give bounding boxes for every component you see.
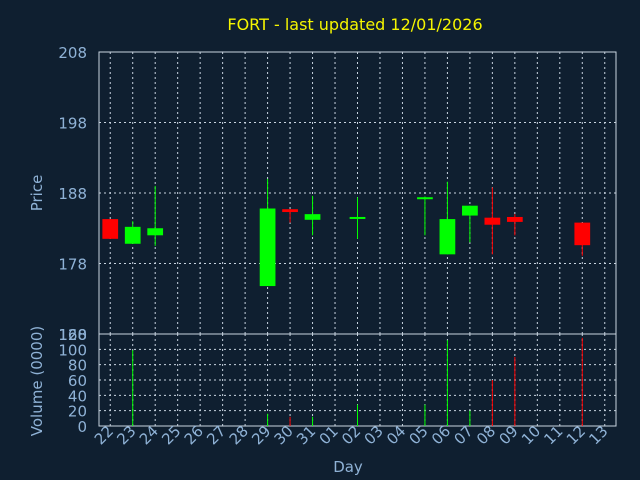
candle-body [349,216,366,219]
price-tick-label: 198 [58,115,87,133]
volume-tick-label: 40 [68,387,87,405]
candle-body [282,209,298,213]
candle-body [417,197,433,200]
candle-body [304,214,321,220]
volume-tick-label: 100 [58,341,87,359]
volume-axis-label: Volume (0000) [28,326,46,436]
candle-body [484,217,501,225]
candle-body [506,216,523,222]
candle-body [147,228,164,236]
price-tick-label: 188 [58,185,87,203]
price-tick-label: 178 [58,256,87,274]
chart-title: FORT - last updated 12/01/2026 [227,15,482,34]
candle-body [124,226,141,244]
marks-layer [102,178,591,426]
volume-tick-label: 120 [58,326,87,344]
volume-tick-label: 80 [68,357,87,375]
price-axis-label: Price [28,175,46,212]
candle-body [259,208,276,287]
candle-body [102,219,119,239]
day-axis-label: Day [333,458,363,476]
price-tick-label: 168 [58,326,87,344]
price-tick-label: 208 [58,44,87,62]
candle-body [439,219,456,255]
volume-tick-label: 60 [68,372,87,390]
candle-body [462,205,478,216]
grid-layer [98,51,617,427]
volume-tick-label: 20 [68,403,87,421]
candle-body [574,222,591,246]
volume-tick-label: 0 [77,418,87,436]
